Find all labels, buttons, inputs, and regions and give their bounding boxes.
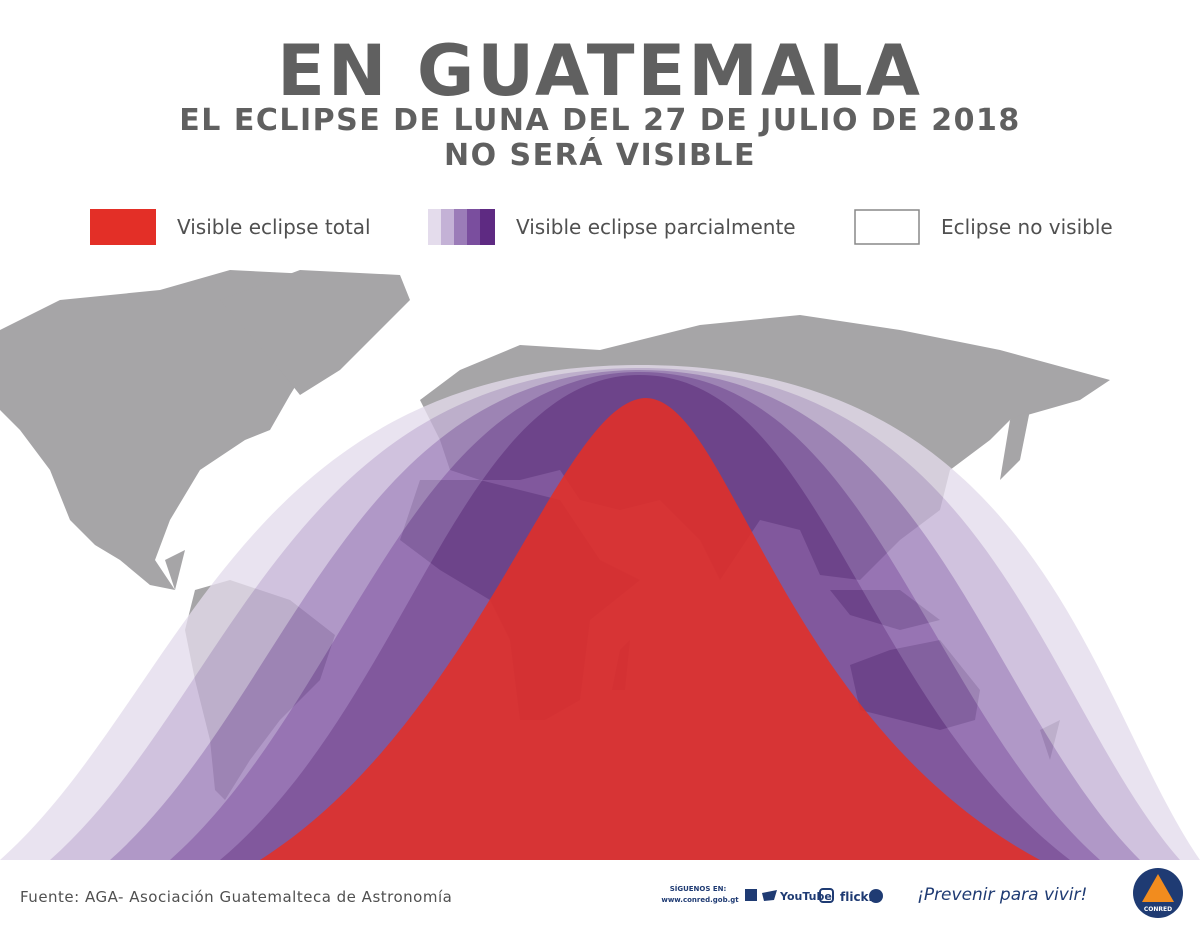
logo-triangle <box>1142 874 1174 902</box>
subtitle: NO SERÁ VISIBLE <box>444 137 756 173</box>
source: Fuente: AGA- Asociación Guatemalteca de … <box>20 888 452 906</box>
logo-text: CONRED <box>1144 906 1172 913</box>
website: www.conred.gob.gt <box>661 896 739 904</box>
legend-label: Visible eclipse parcialmente <box>516 215 796 239</box>
instagram-icon[interactable] <box>819 888 834 903</box>
slogan: ¡Prevenir para vivir! <box>917 885 1087 905</box>
flickr-link[interactable]: flickr <box>840 890 875 904</box>
subtitle: EL ECLIPSE DE LUNA DEL 27 DE JULIO DE 20… <box>179 103 1020 138</box>
legend-swatch <box>90 209 156 245</box>
title: EN GUATEMALA <box>277 30 923 112</box>
legend-swatch <box>854 209 920 245</box>
twitter-icon[interactable] <box>762 890 777 901</box>
youtube-link[interactable]: YouTube <box>779 890 832 903</box>
total-eclipse-zone <box>260 398 1040 860</box>
legend-label: Visible eclipse total <box>177 215 371 239</box>
legend-label: Eclipse no visible <box>941 215 1113 239</box>
legend-swatch <box>428 209 495 245</box>
follow-label: SÍGUENOS EN: <box>670 884 727 893</box>
pinterest-icon[interactable] <box>869 889 883 903</box>
facebook-icon[interactable] <box>745 889 757 901</box>
